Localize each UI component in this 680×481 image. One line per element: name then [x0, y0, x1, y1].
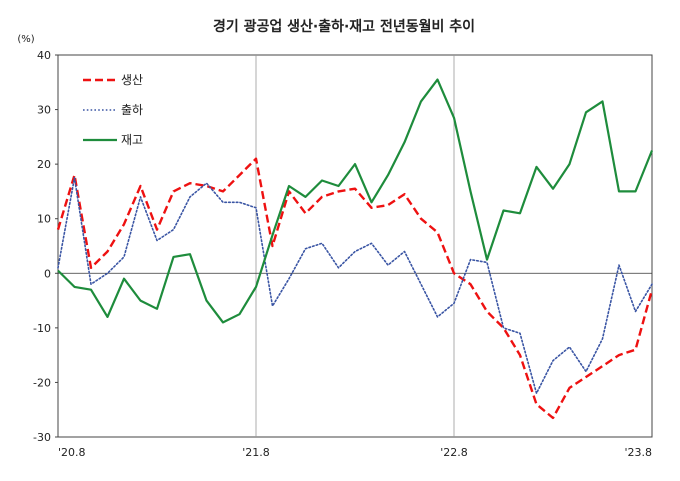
- y-tick-label: 0: [44, 267, 51, 280]
- y-tick-label: -30: [33, 431, 51, 444]
- y-tick-label: -20: [33, 376, 51, 389]
- y-axis: 40 30 20 10 0 -10 -20 -30: [33, 49, 58, 444]
- y-tick-label: 40: [37, 49, 51, 62]
- year-separator-lines: [255, 55, 455, 437]
- x-tick-label: '20.8: [58, 446, 86, 459]
- y-axis-unit-label: (%): [17, 34, 34, 45]
- series-line-1: [56, 157, 654, 420]
- legend-label: 재고: [121, 133, 143, 147]
- x-tick-label: '23.8: [624, 446, 652, 459]
- x-axis: '20.8 '21.8 '22.8 '23.8: [58, 446, 652, 459]
- y-tick-label: 20: [37, 158, 51, 171]
- plot-area-frame: [57, 54, 653, 438]
- y-tick-label: 30: [37, 104, 51, 117]
- series-line-3: [57, 78, 654, 324]
- x-tick-label: '21.8: [242, 446, 270, 459]
- y-tick-label: -10: [33, 322, 51, 335]
- legend-label: 출하: [121, 103, 143, 117]
- y-tick-label: 10: [37, 213, 51, 226]
- legend-label: 생산: [121, 73, 143, 87]
- x-tick-label: '22.8: [440, 446, 468, 459]
- series-line-2: [57, 177, 653, 395]
- series-layer: [56, 78, 654, 420]
- chart-title: 경기 광공업 생산·출하·재고 전년동월비 추이: [213, 18, 475, 35]
